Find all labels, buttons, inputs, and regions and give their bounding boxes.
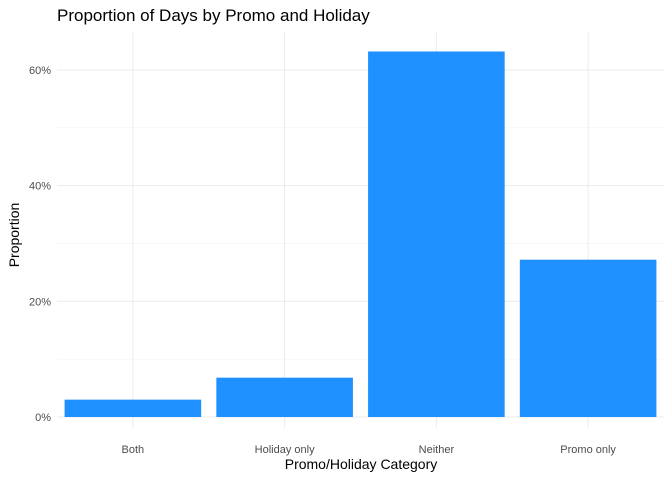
chart-title: Proportion of Days by Promo and Holiday [57, 6, 370, 25]
x-tick-label: Both [122, 444, 145, 456]
y-axis-title: Proportion [6, 203, 22, 268]
x-tick-label: Neither [419, 444, 455, 456]
bar-both [64, 399, 202, 417]
x-axis-ticks: Both Holiday only Neither Promo only [122, 444, 617, 456]
y-tick-label: 0% [35, 412, 51, 424]
bar-holiday-only [216, 377, 353, 417]
x-tick-label: Holiday only [255, 444, 315, 456]
y-tick-label: 20% [29, 296, 51, 308]
x-tick-label: Promo only [560, 444, 616, 456]
x-axis-title: Promo/Holiday Category [285, 456, 438, 472]
y-axis-ticks: 0% 20% 40% 60% [29, 65, 51, 424]
bars [64, 51, 657, 417]
bar-promo-only [519, 259, 657, 417]
y-tick-label: 60% [29, 65, 51, 77]
bar-neither [368, 51, 505, 417]
y-tick-label: 40% [29, 181, 51, 193]
